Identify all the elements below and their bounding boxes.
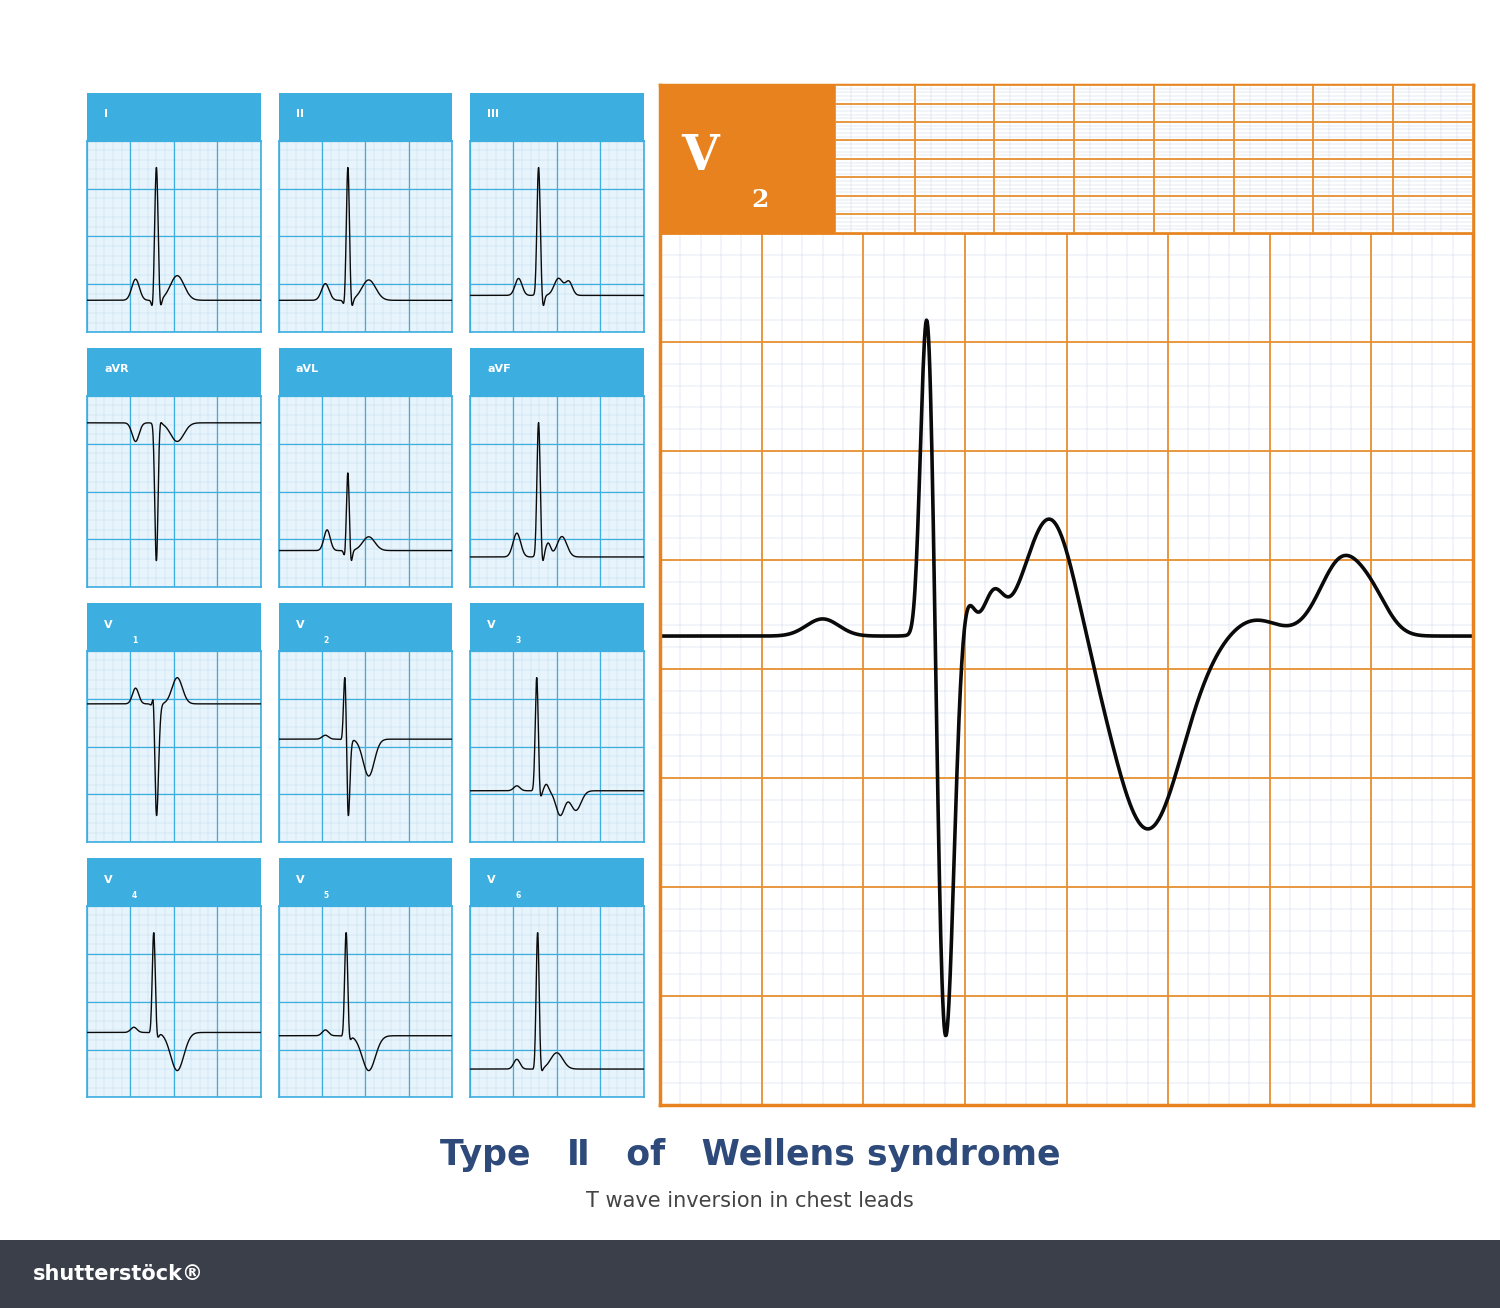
- Text: Type   Ⅱ   of   Wellens syndrome: Type Ⅱ of Wellens syndrome: [440, 1138, 1060, 1172]
- Text: V: V: [105, 620, 112, 629]
- Text: 6: 6: [514, 891, 520, 900]
- Text: V: V: [488, 875, 496, 884]
- Text: shutterstöck®: shutterstöck®: [33, 1264, 204, 1284]
- Text: T wave inversion in chest leads: T wave inversion in chest leads: [586, 1190, 914, 1211]
- Text: V: V: [105, 875, 112, 884]
- Text: 2: 2: [324, 636, 328, 645]
- Text: V: V: [296, 620, 304, 629]
- Text: I: I: [105, 110, 108, 119]
- Text: aVF: aVF: [488, 365, 512, 374]
- Text: 5: 5: [324, 891, 328, 900]
- Text: V: V: [681, 132, 718, 179]
- Text: V: V: [296, 875, 304, 884]
- Text: aVL: aVL: [296, 365, 320, 374]
- Text: 3: 3: [514, 636, 520, 645]
- Text: III: III: [488, 110, 500, 119]
- Text: II: II: [296, 110, 304, 119]
- Text: aVR: aVR: [105, 365, 129, 374]
- Text: V: V: [488, 620, 496, 629]
- Text: 4: 4: [132, 891, 138, 900]
- Text: 1: 1: [132, 636, 138, 645]
- Text: 2: 2: [752, 188, 768, 212]
